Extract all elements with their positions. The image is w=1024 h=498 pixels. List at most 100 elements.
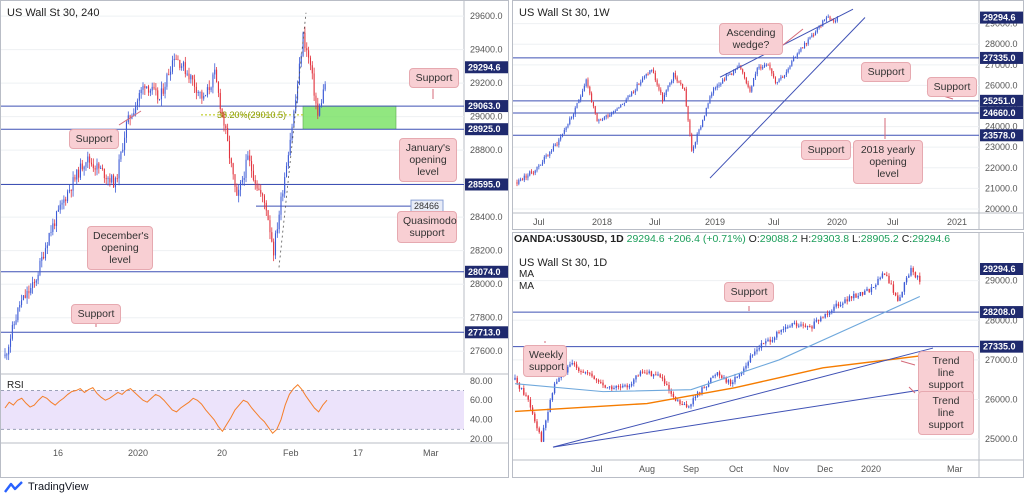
candle bbox=[298, 63, 300, 85]
y-tick-label: 28200.0 bbox=[470, 246, 503, 256]
tradingview-footer[interactable]: TradingView bbox=[4, 478, 89, 496]
candle bbox=[591, 93, 593, 102]
candle bbox=[311, 65, 313, 74]
chart-1d-panel[interactable]: 29000.0 28000.0 27000.0 26000.0 25000.0 29294… bbox=[512, 232, 1024, 478]
candle bbox=[910, 268, 912, 276]
candle bbox=[756, 349, 758, 352]
y-tick-label: 21000.0 bbox=[985, 183, 1018, 193]
candle bbox=[668, 384, 670, 391]
candle bbox=[652, 69, 655, 73]
candle bbox=[850, 296, 853, 299]
candle bbox=[516, 377, 518, 383]
candle bbox=[872, 286, 875, 288]
candle bbox=[147, 86, 150, 93]
candle bbox=[116, 178, 118, 180]
candle bbox=[798, 325, 800, 327]
candle bbox=[817, 319, 820, 322]
y-tick-label: 29400.0 bbox=[470, 45, 503, 55]
candle bbox=[6, 354, 8, 356]
candle bbox=[107, 178, 109, 180]
candle bbox=[745, 365, 747, 369]
candle bbox=[651, 69, 653, 71]
candle bbox=[859, 291, 862, 296]
candle bbox=[573, 363, 576, 365]
candle bbox=[833, 306, 835, 311]
candle bbox=[315, 95, 317, 104]
chart-4h-panel[interactable]: 29600.029400.029200.029000.028800.028600… bbox=[0, 0, 509, 478]
candle bbox=[905, 277, 908, 283]
candle bbox=[833, 20, 835, 22]
x-tick-label: Aug bbox=[639, 464, 655, 474]
candle bbox=[683, 88, 685, 90]
level-label-bg bbox=[465, 61, 508, 74]
candle bbox=[658, 84, 660, 90]
candle bbox=[716, 85, 718, 88]
candle bbox=[173, 58, 175, 61]
candle bbox=[177, 59, 179, 61]
candle bbox=[274, 233, 277, 256]
candle bbox=[725, 74, 727, 81]
x-tick-label: 2021 bbox=[947, 217, 967, 227]
candle bbox=[662, 92, 664, 102]
candle bbox=[228, 141, 231, 159]
candle bbox=[762, 343, 765, 345]
x-tick-label: 20 bbox=[217, 448, 227, 458]
candle bbox=[848, 296, 851, 302]
candle bbox=[654, 72, 656, 81]
candle bbox=[607, 115, 609, 117]
x-tick-label: 2020 bbox=[827, 217, 847, 227]
candle bbox=[672, 73, 675, 81]
candle bbox=[267, 210, 269, 221]
candle bbox=[518, 180, 520, 184]
candle bbox=[710, 377, 712, 383]
candle bbox=[105, 178, 107, 180]
candle bbox=[140, 89, 142, 94]
level-label: 28074.0 bbox=[468, 267, 501, 277]
candle bbox=[322, 89, 324, 104]
candle bbox=[683, 404, 686, 406]
candle bbox=[716, 372, 719, 376]
level-label: 29063.0 bbox=[468, 101, 501, 111]
candle bbox=[789, 326, 791, 328]
candle bbox=[186, 73, 188, 75]
candle bbox=[230, 158, 232, 164]
candle bbox=[688, 406, 690, 408]
candle bbox=[842, 303, 844, 305]
chart-1w-panel[interactable]: 29000.028000.027000.026000.025000.024000… bbox=[512, 0, 1024, 230]
candle bbox=[630, 383, 633, 386]
candle bbox=[637, 375, 639, 377]
ohlc-open: 29088.2 bbox=[759, 233, 798, 245]
x-tick-label: 2020 bbox=[861, 464, 881, 474]
candle bbox=[754, 351, 756, 355]
candle bbox=[627, 96, 629, 100]
candle bbox=[756, 68, 758, 75]
candle bbox=[567, 124, 569, 128]
candle bbox=[811, 34, 813, 38]
x-tick-label: 2020 bbox=[128, 448, 148, 458]
candle bbox=[600, 119, 602, 121]
candle bbox=[67, 191, 69, 202]
candle bbox=[831, 310, 833, 313]
candle bbox=[587, 79, 589, 87]
chart-1w-svg[interactable]: 29000.028000.027000.026000.025000.024000… bbox=[513, 1, 1024, 230]
candle bbox=[589, 86, 591, 94]
candle bbox=[606, 387, 609, 389]
candle bbox=[205, 95, 207, 97]
candle bbox=[659, 374, 661, 378]
candle bbox=[37, 274, 39, 281]
candle bbox=[672, 393, 675, 397]
chart-1d-svg[interactable]: 29000.0 28000.0 27000.0 26000.0 25000.0 29294… bbox=[513, 233, 1024, 478]
candle bbox=[197, 92, 199, 94]
candle bbox=[791, 323, 793, 327]
ohlc-symbol: OANDA:US30USD, 1D bbox=[514, 233, 624, 245]
candle bbox=[623, 102, 625, 104]
candle bbox=[669, 82, 671, 86]
candle bbox=[565, 127, 567, 131]
candle bbox=[646, 372, 648, 374]
candle bbox=[827, 16, 829, 18]
candle bbox=[90, 162, 93, 165]
candle bbox=[162, 88, 164, 94]
y-tick-label: 28400.0 bbox=[470, 212, 503, 222]
candle bbox=[780, 330, 782, 333]
candle bbox=[72, 177, 74, 191]
